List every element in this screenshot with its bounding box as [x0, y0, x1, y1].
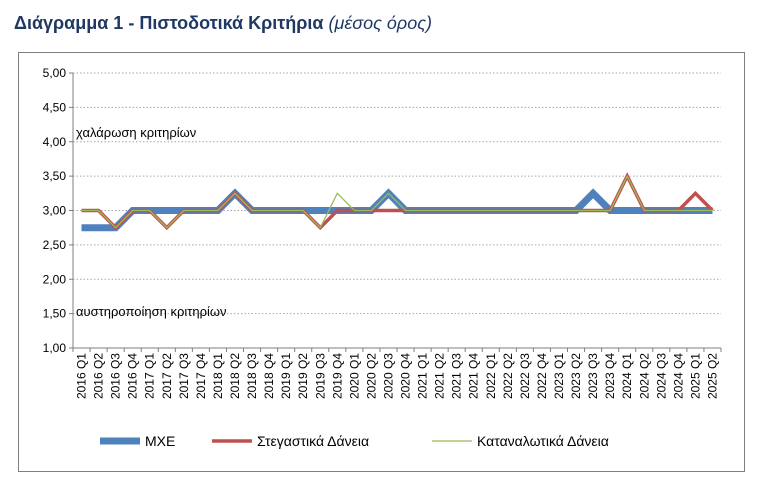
x-tick-label: 2019 Q3 [313, 353, 327, 399]
x-tick-label: 2016 Q2 [92, 353, 106, 399]
x-tick-label: 2021 Q2 [433, 353, 447, 399]
x-tick-label: 2020 Q4 [399, 353, 413, 399]
y-tick-label: 5,00 [43, 66, 67, 80]
x-tick-label: 2022 Q4 [535, 353, 549, 399]
x-tick-label: 2022 Q2 [501, 353, 515, 399]
x-tick-label: 2018 Q2 [228, 353, 242, 399]
x-tick-label: 2016 Q1 [75, 353, 89, 399]
x-tick-label: 2024 Q2 [637, 353, 651, 399]
x-tick-label: 2020 Q3 [381, 353, 395, 399]
x-tick-label: 2019 Q4 [330, 353, 344, 399]
x-tick-label: 2023 Q4 [603, 353, 617, 399]
x-tick-label: 2020 Q2 [364, 353, 378, 399]
x-tick-label: 2018 Q3 [245, 353, 259, 399]
legend: ΜΧΕ Στεγαστικά Δάνεια Καταναλωτικά Δάνεια [100, 433, 609, 449]
x-tick-label: 2024 Q1 [620, 353, 634, 399]
legend-item-sme: ΜΧΕ [100, 433, 175, 449]
x-tick-label: 2019 Q1 [279, 353, 293, 399]
series-line-consumer [81, 174, 713, 229]
x-tick-label: 2025 Q1 [688, 353, 702, 399]
chart-title: Διάγραμμα 1 - Πιστοδοτικά Κριτήρια (μέσο… [14, 13, 432, 34]
y-tick-label: 2,00 [43, 272, 67, 286]
x-tick-label: 2024 Q4 [671, 353, 685, 399]
x-tick-label: 2016 Q4 [126, 353, 140, 399]
x-tick-label: 2024 Q3 [654, 353, 668, 399]
y-tick-label: 2,50 [43, 238, 67, 252]
y-tick-label: 4,00 [43, 135, 67, 149]
x-tick-label: 2017 Q3 [177, 353, 191, 399]
y-tick-labels: 1,00 1,50 2,00 2,50 3,00 3,50 4,00 4,50 5,00 [43, 66, 67, 355]
x-tick-label: 2017 Q1 [143, 353, 157, 399]
x-tick-label: 2023 Q3 [586, 353, 600, 399]
legend-label: Στεγαστικά Δάνεια [257, 433, 369, 449]
x-tick-label: 2023 Q2 [569, 353, 583, 399]
x-tick-label: 2018 Q4 [262, 353, 276, 399]
annotation-tightening: αυστηροποίηση κριτηρίων [76, 304, 227, 319]
legend-item-housing: Στεγαστικά Δάνεια [212, 433, 369, 449]
x-tick-label: 2017 Q4 [194, 353, 208, 399]
chart-frame [18, 52, 745, 472]
axes [69, 72, 722, 352]
y-tick-label: 3,50 [43, 169, 67, 183]
legend-label: ΜΧΕ [145, 433, 175, 449]
x-tick-label: 2021 Q1 [416, 353, 430, 399]
x-tick-label: 2018 Q1 [211, 353, 225, 399]
x-tick-label: 2017 Q2 [160, 353, 174, 399]
x-tick-label: 2016 Q3 [109, 353, 123, 399]
series-lines [81, 172, 714, 232]
x-tick-label: 2025 Q2 [705, 353, 719, 399]
y-tick-label: 4,50 [43, 100, 67, 114]
legend-item-consumer: Καταναλωτικά Δάνεια [432, 433, 609, 449]
y-tick-label: 3,00 [43, 204, 67, 218]
x-tick-labels: 2016 Q1 2016 Q2 2016 Q3 2016 Q4 2017 Q1 2017 … [75, 353, 720, 399]
annotation-loosening: χαλάρωση κριτηρίων [76, 125, 196, 140]
legend-label: Καταναλωτικά Δάνεια [477, 433, 609, 449]
chart-title-sub: (μέσος όρος) [328, 13, 432, 33]
gridlines [73, 72, 721, 315]
x-tick-label: 2021 Q3 [450, 353, 464, 399]
y-tick-label: 1,50 [43, 307, 67, 321]
x-tick-label: 2022 Q3 [518, 353, 532, 399]
x-tick-label: 2023 Q1 [552, 353, 566, 399]
y-tick-label: 1,00 [43, 341, 67, 355]
x-tick-label: 2022 Q1 [484, 353, 498, 399]
x-tick-label: 2021 Q4 [467, 353, 481, 399]
x-tick-label: 2020 Q1 [347, 353, 361, 399]
x-tick-label: 2019 Q2 [296, 353, 310, 399]
chart-title-main: Διάγραμμα 1 - Πιστοδοτικά Κριτήρια [14, 13, 324, 33]
